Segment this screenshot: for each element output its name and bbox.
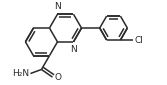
Text: N: N bbox=[54, 2, 61, 11]
Text: O: O bbox=[54, 73, 61, 82]
Text: Cl: Cl bbox=[134, 36, 143, 45]
Text: H₂N: H₂N bbox=[12, 69, 29, 78]
Text: N: N bbox=[70, 45, 77, 54]
